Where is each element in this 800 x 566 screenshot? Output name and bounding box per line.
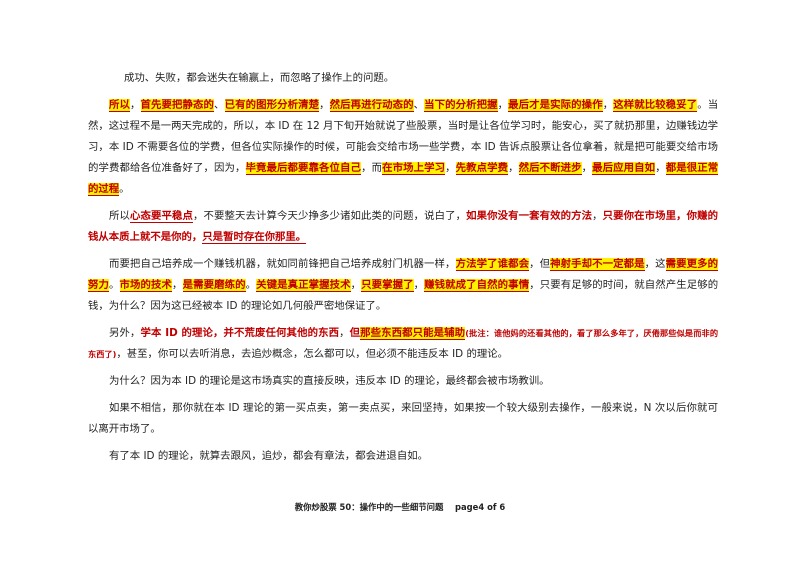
page-footer: 教你炒股票 50：操作中的一些细节问题 page4 of 6	[0, 501, 800, 513]
highlighted-text: 先教点学费	[455, 162, 509, 175]
text-run: ，	[339, 327, 350, 339]
text-run: ，	[581, 162, 593, 174]
text-run: 有了本 ID 的理论，就算去跟风，追炒，都会有章法，都会进退自如。	[109, 450, 428, 462]
text-run: 、	[413, 99, 425, 111]
highlighted-text: 毕竟最后都要靠各位自己	[245, 162, 362, 175]
highlighted-text: 市场的技术	[119, 279, 173, 292]
highlighted-text: 是需要磨练的	[182, 279, 246, 292]
text-run: ，而	[361, 162, 383, 174]
text-run: 。当然，这过程不是一两天完成的，所以，本 ID 在 12 月下旬开始就说了些股票…	[88, 99, 719, 174]
text-run: ，甚至，你可以去听消息，去追炒概念，怎么都可以，但必须不能违反本 ID 的理论。	[116, 348, 509, 360]
text-run: ，	[655, 162, 666, 174]
text-run: ，	[130, 99, 141, 111]
page-number: page4 of 6	[455, 502, 506, 512]
highlighted-text: 只要掌握了	[361, 279, 414, 292]
text-run: 如果不相信，那你就在本 ID 理论的第一买点卖，第一卖点买，来回坚持，如果按一个…	[88, 402, 718, 435]
highlighted-text: 在市场上学习	[382, 162, 446, 175]
text-run: 、	[214, 99, 225, 111]
paragraph-4: 而要把自己培养成一个赚钱机器，就如同前锋把自己培养成射门机器一样，方法学了谁都会…	[88, 254, 718, 317]
paragraph-6: 为什么？因为本 ID 的理论是这市场真实的直接反映，违反本 ID 的理论，最终都…	[88, 371, 718, 392]
highlighted-text: 当下的分析把握	[424, 99, 498, 112]
text-run: 而要把自己培养成一个赚钱机器，就如同前锋把自己培养成射门机器一样，	[109, 258, 456, 270]
highlighted-text: 已有的图形分析清楚	[224, 99, 320, 112]
footer-title: 教你炒股票 50：操作中的一些细节问题	[294, 502, 444, 512]
red-text: 只要你在市场里，你赚的钱从本质上就不是你的，	[88, 210, 719, 243]
paragraph-1: 成功、失败，都会迷失在输赢上，而忽略了操作上的问题。	[88, 68, 718, 89]
highlighted-text: 关键是真正掌握技术	[256, 279, 351, 292]
text-run: ，	[592, 210, 603, 222]
underlined-text: 心态要平稳点	[130, 210, 194, 223]
paragraph-3: 所以心态要平稳点，不要整天去计算今天少挣多少诸如此类的问题，说白了，如果你没有一…	[88, 206, 718, 248]
highlighted-text: 首先要把静态的	[140, 99, 215, 112]
highlighted-text: 那些东西都只能是辅助	[360, 327, 466, 340]
text-run: ，只要有足够的时间，就自然产生足够的钱，为什么？因为这已经被本 ID 的理论如几…	[88, 279, 719, 312]
highlighted-text: 神射手却不一定都是	[550, 258, 645, 271]
text-run: ，	[508, 162, 519, 174]
highlighted-text: 所以	[109, 99, 131, 112]
text-run: ，	[413, 279, 425, 291]
text-run: 。	[119, 183, 130, 195]
highlighted-text: 最后应用自如	[592, 162, 656, 175]
text-run: ，但	[529, 258, 551, 270]
red-text: 学本 ID 的理论，并不荒废任何其他的东西	[140, 327, 340, 339]
paragraph-7: 如果不相信，那你就在本 ID 理论的第一买点卖，第一卖点买，来回坚持，如果按一个…	[88, 398, 718, 440]
paragraph-2: 所以，首先要把静态的、已有的图形分析清楚，然后再进行动态的、当下的分析把握，最后…	[88, 95, 718, 200]
text-run: 。	[245, 279, 257, 291]
text-run: 成功、失败，都会迷失在输赢上，而忽略了操作上的问题。	[124, 72, 395, 84]
red-text: 但	[349, 327, 361, 339]
text-run: 所以	[109, 210, 131, 222]
text-run: ，	[319, 99, 330, 111]
highlighted-text: 方法学了谁都会	[455, 258, 530, 271]
highlighted-text: 然后再进行动态的	[329, 99, 414, 112]
text-run: 为什么？因为本 ID 的理论是这市场真实的直接反映，违反本 ID 的理论，最终都…	[109, 375, 550, 387]
text-run: 另外，	[109, 327, 141, 339]
highlighted-text: 这样就比较稳妥了	[613, 99, 698, 112]
highlighted-text: 然后不断进步	[518, 162, 582, 175]
underlined-text: 只是暂时存在你那里。	[202, 231, 307, 244]
annotation-text: (批注：谁他妈的还看其他的，看了那么多年了，厌倦那些似是而非的东西了)	[88, 328, 719, 359]
text-run: 。	[109, 279, 120, 291]
text-run: ，这	[644, 258, 666, 270]
red-text: 如果你没有一套有效的方法	[466, 210, 593, 222]
text-run: ，不要整天去计算今天少挣多少诸如此类的问题，说白了，	[193, 210, 467, 222]
paragraph-5: 另外，学本 ID 的理论，并不荒废任何其他的东西，但那些东西都只能是辅助(批注：…	[88, 323, 718, 365]
document-body: 成功、失败，都会迷失在输赢上，而忽略了操作上的问题。 所以，首先要把静态的、已有…	[88, 68, 718, 473]
text-run: ，	[445, 162, 456, 174]
text-run: ，	[172, 279, 183, 291]
highlighted-text: 最后才是实际的操作	[508, 99, 603, 112]
highlighted-text: 赚钱就成了自然的事情	[424, 279, 530, 292]
paragraph-8: 有了本 ID 的理论，就算去跟风，追炒，都会有章法，都会进退自如。	[88, 446, 718, 467]
text-run: ，	[497, 99, 509, 111]
text-run: ，	[350, 279, 362, 291]
text-run: ，	[602, 99, 614, 111]
